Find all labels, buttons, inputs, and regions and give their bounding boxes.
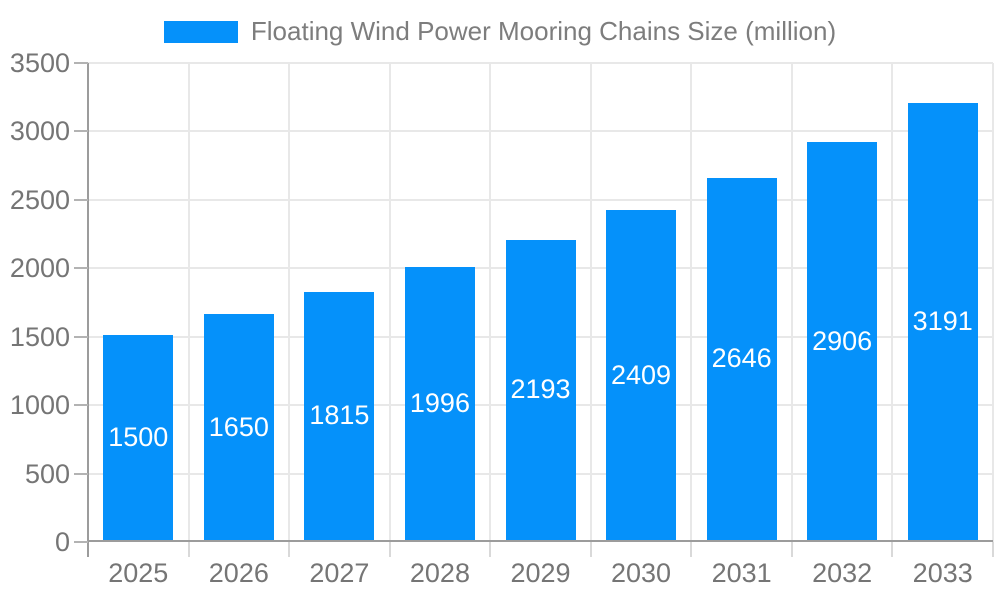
bar: 2906 xyxy=(807,142,878,540)
bar-value-label: 1996 xyxy=(409,387,470,418)
v-gridline xyxy=(992,63,994,542)
x-tick-label: 2026 xyxy=(208,558,269,588)
x-tick xyxy=(992,542,994,557)
bar-value-label: 1650 xyxy=(208,411,269,442)
y-tick xyxy=(74,198,88,201)
x-tick xyxy=(891,542,894,557)
legend: Floating Wind Power Mooring Chains Size … xyxy=(0,16,1000,47)
y-tick xyxy=(74,541,88,543)
bar-value-label: 1815 xyxy=(309,400,370,431)
bar: 2193 xyxy=(505,239,576,540)
x-tick xyxy=(187,542,190,557)
x-tick xyxy=(589,542,592,557)
x-axis-line xyxy=(88,540,993,542)
bar-value-label: 2906 xyxy=(812,325,873,356)
bar: 3191 xyxy=(907,103,978,540)
bar-value-label: 2409 xyxy=(611,359,672,390)
legend-label: Floating Wind Power Mooring Chains Size … xyxy=(250,16,837,46)
v-gridline xyxy=(288,63,291,542)
y-tick-label: 3000 xyxy=(9,116,70,147)
y-tick-label: 0 xyxy=(54,527,70,557)
y-tick-label: 3500 xyxy=(9,48,70,78)
x-tick xyxy=(790,542,793,557)
plot-area: 1500 1650 1815 1996 2193 2409 2646 2906 3191 xyxy=(88,62,994,542)
bar: 2409 xyxy=(606,210,677,540)
x-tick xyxy=(690,542,693,557)
bar: 2646 xyxy=(706,177,777,540)
y-tick-label: 1500 xyxy=(9,321,70,352)
legend-swatch xyxy=(163,20,238,43)
v-gridline xyxy=(790,63,793,542)
x-tick-label: 2033 xyxy=(912,558,973,588)
y-tick xyxy=(74,62,88,64)
y-tick xyxy=(74,335,88,338)
h-gridline xyxy=(88,130,993,133)
x-tick-label: 2027 xyxy=(309,558,370,588)
y-tick xyxy=(74,267,88,270)
y-tick-label: 500 xyxy=(24,458,70,489)
bar-value-label: 3191 xyxy=(912,306,973,337)
bar: 1500 xyxy=(103,334,174,540)
v-gridline xyxy=(589,63,592,542)
y-tick xyxy=(74,130,88,133)
x-tick-label: 2032 xyxy=(812,558,873,588)
y-tick-label: 1000 xyxy=(9,390,70,421)
bar: 1996 xyxy=(404,266,475,540)
y-tick-label: 2000 xyxy=(9,253,70,284)
v-gridline xyxy=(388,63,391,542)
y-tick-label: 2500 xyxy=(9,184,70,215)
bar-value-label: 2646 xyxy=(711,343,772,374)
x-tick-label: 2028 xyxy=(409,558,470,588)
x-tick xyxy=(489,542,492,557)
bar: 1650 xyxy=(203,314,274,540)
h-gridline xyxy=(88,198,993,201)
bar-value-label: 2193 xyxy=(510,374,571,405)
x-tick-label: 2029 xyxy=(510,558,571,588)
v-gridline xyxy=(187,63,190,542)
v-gridline xyxy=(489,63,492,542)
y-tick xyxy=(74,404,88,407)
x-tick-label: 2025 xyxy=(108,558,169,588)
bar: 1815 xyxy=(304,291,375,540)
y-tick xyxy=(74,472,88,475)
x-tick xyxy=(388,542,391,557)
v-gridline xyxy=(891,63,894,542)
v-gridline xyxy=(690,63,693,542)
h-gridline xyxy=(88,62,993,64)
bar-value-label: 1500 xyxy=(108,421,169,452)
x-tick-label: 2031 xyxy=(711,558,772,588)
x-tick-label: 2030 xyxy=(611,558,672,588)
y-axis-line xyxy=(87,63,89,557)
x-tick xyxy=(288,542,291,557)
